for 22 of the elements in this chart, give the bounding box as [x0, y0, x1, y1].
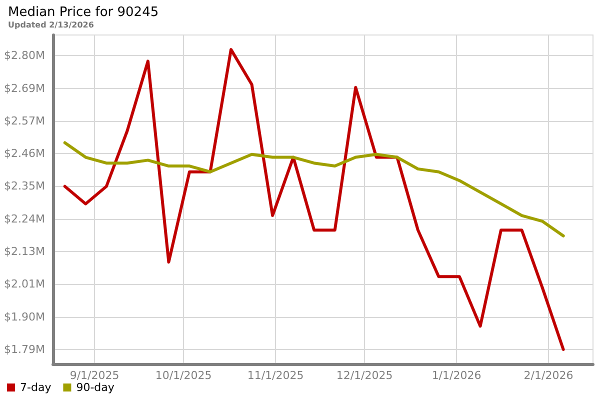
legend-label: 7-day [20, 381, 52, 394]
y-tick-label: $2.01M [4, 278, 45, 291]
y-tick-label: $2.57M [4, 114, 45, 128]
chart-title: Median Price for 90245 [8, 5, 159, 20]
y-tick-label: $2.13M [4, 245, 45, 258]
x-tick-label: 2/1/2026 [524, 369, 574, 382]
y-tick-label: $2.69M [4, 82, 45, 95]
y-tick-label: $2.35M [4, 180, 45, 193]
y-tick-label: $1.79M [4, 342, 45, 356]
x-tick-label: 11/1/2025 [247, 369, 304, 382]
x-tick-label: 10/1/2025 [155, 369, 212, 382]
legend-label: 90-day [76, 381, 115, 394]
y-tick-label: $2.80M [4, 49, 45, 62]
line-series [63, 141, 565, 238]
chart-subtitle: Updated 2/13/2026 [8, 20, 94, 30]
line-series [63, 48, 565, 351]
y-tick-label: $2.24M [4, 212, 45, 226]
y-tick-label: $1.90M [4, 310, 45, 324]
x-tick-label: 9/1/2025 [70, 369, 120, 382]
y-tick-label: $2.46M [4, 147, 45, 160]
x-tick-label: 1/1/2026 [432, 369, 482, 382]
x-tick-label: 12/1/2025 [336, 369, 393, 382]
